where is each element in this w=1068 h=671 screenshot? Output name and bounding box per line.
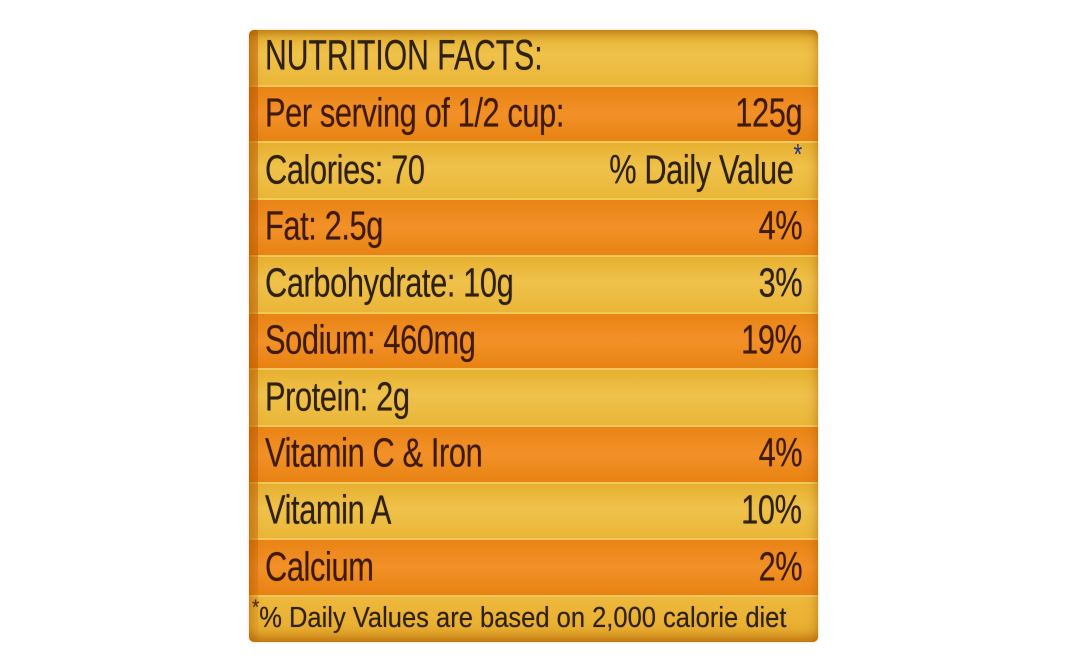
daily-value-header: % Daily Value* <box>609 140 802 193</box>
calcium-percent: 2% <box>758 543 802 590</box>
fat-percent: 4% <box>758 203 802 250</box>
row-vitamin-c-iron: Vitamin C & Iron 4% <box>249 426 818 482</box>
row-protein: Protein: 2g <box>249 370 818 425</box>
footnote-row: *% Daily Values are based on 2,000 calor… <box>249 597 818 642</box>
row-sodium: Sodium: 460mg 19% <box>249 313 818 369</box>
nutrition-label: NUTRITION FACTS: Per serving of 1/2 cup:… <box>249 30 818 642</box>
label-rows: NUTRITION FACTS: Per serving of 1/2 cup:… <box>249 30 818 642</box>
footnote-body: % Daily Values are based on 2,000 calori… <box>259 601 787 634</box>
vitamin-c-iron-percent: 4% <box>758 429 802 476</box>
serving-size-label: Per serving of 1/2 cup: <box>265 89 565 136</box>
footnote-text: *% Daily Values are based on 2,000 calor… <box>252 597 787 634</box>
title-row: NUTRITION FACTS: <box>249 30 818 85</box>
footnote-asterisk: * <box>252 595 260 619</box>
row-carbohydrate: Carbohydrate: 10g 3% <box>249 256 818 312</box>
daily-value-asterisk: * <box>793 138 803 172</box>
row-serving-size: Per serving of 1/2 cup: 125g <box>249 86 818 142</box>
sodium-label: Sodium: 460mg <box>265 316 476 363</box>
label-title: NUTRITION FACTS: <box>265 31 543 80</box>
sodium-percent: 19% <box>741 316 803 363</box>
row-calcium: Calcium 2% <box>249 540 818 596</box>
fat-label: Fat: 2.5g <box>265 203 383 250</box>
vitamin-a-percent: 10% <box>741 486 803 533</box>
carbohydrate-percent: 3% <box>758 259 802 306</box>
vitamin-a-label: Vitamin A <box>265 486 391 533</box>
protein-label: Protein: 2g <box>265 373 410 420</box>
carbohydrate-label: Carbohydrate: 10g <box>265 259 514 306</box>
calcium-label: Calcium <box>265 543 374 590</box>
row-fat: Fat: 2.5g 4% <box>249 200 818 255</box>
daily-value-text: % Daily Value <box>609 146 794 193</box>
serving-size-value: 125g <box>735 89 802 136</box>
row-calories: Calories: 70 % Daily Value* <box>249 140 818 199</box>
calories-label: Calories: 70 <box>265 146 425 193</box>
row-vitamin-a: Vitamin A 10% <box>249 483 818 539</box>
vitamin-c-iron-label: Vitamin C & Iron <box>265 429 483 476</box>
